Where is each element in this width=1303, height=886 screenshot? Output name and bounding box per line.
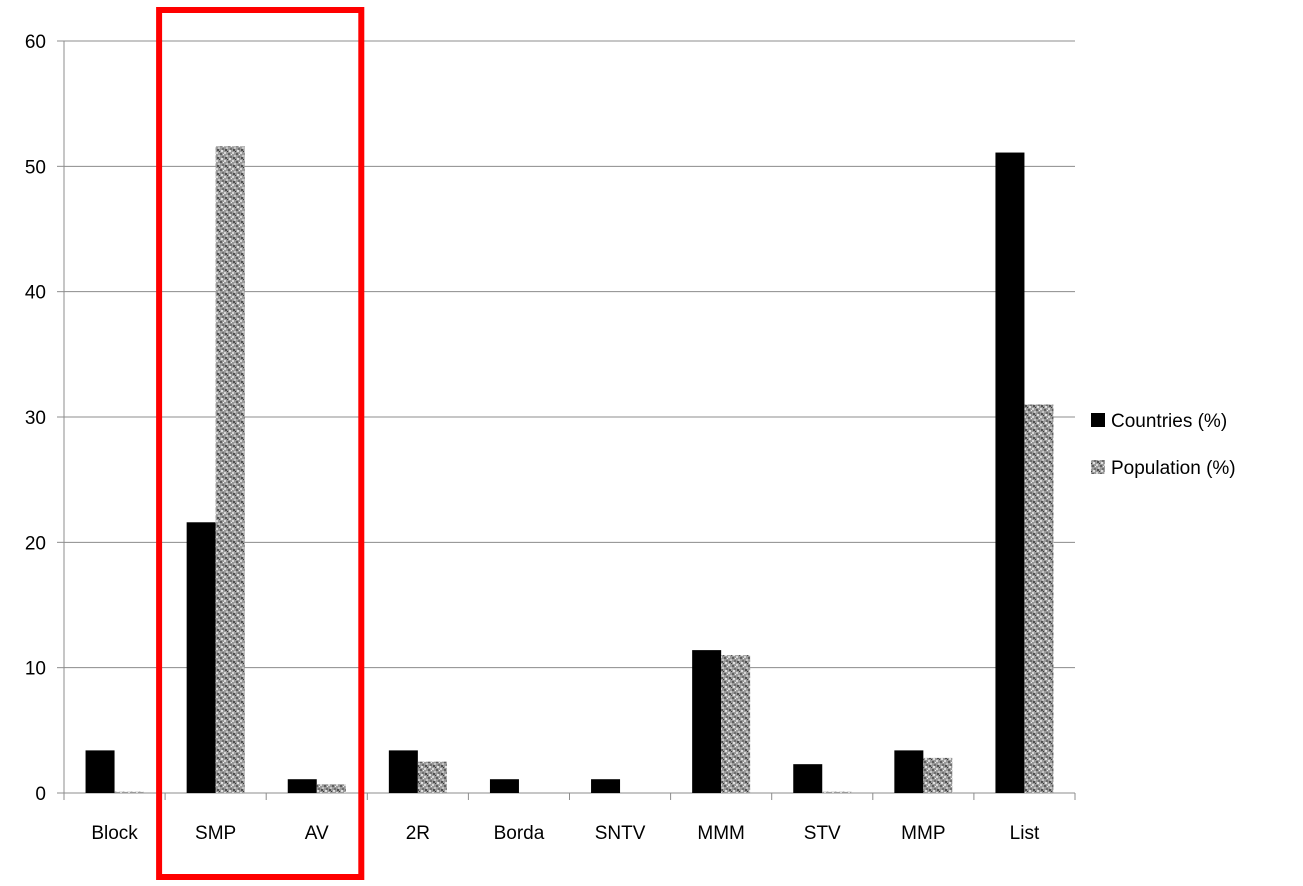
x-tick-label: MMM: [697, 823, 744, 844]
x-tick-label: SMP: [195, 823, 236, 844]
countries-bar-block: [85, 750, 115, 793]
x-tick-label: 2R: [406, 823, 430, 844]
y-tick-label: 0: [35, 784, 46, 805]
population-legend-swatch: [1091, 460, 1105, 474]
countries-bar-smp: [186, 522, 216, 793]
countries-legend-swatch: [1091, 413, 1105, 427]
y-tick-label: 20: [25, 533, 46, 554]
x-tick-label: Borda: [494, 823, 545, 844]
tick-labels: 0 10 20 30 40 50 60 Block SMP AV 2R Borda SNTV MMM STV…: [25, 32, 1040, 844]
countries-bar-borda: [489, 779, 519, 793]
population-bar-mmm: [721, 655, 751, 793]
population-bar-stv: [822, 791, 852, 793]
countries-bar-stv: [793, 764, 823, 793]
countries-bar-mmp: [894, 750, 924, 793]
countries-bar-av: [287, 779, 317, 793]
x-tick-label: AV: [305, 823, 329, 844]
legend: Countries (%) Population (%): [1091, 411, 1236, 479]
highlight-box: [156, 7, 365, 880]
bars: [85, 146, 1054, 794]
population-bar-block: [114, 791, 144, 793]
y-tick-label: 30: [25, 408, 46, 429]
population-bar-list: [1024, 404, 1054, 793]
x-tick-label: Block: [91, 823, 138, 844]
countries-bar-list: [995, 152, 1025, 794]
population-bar-mmp: [923, 757, 953, 793]
population-bar-smp: [215, 146, 245, 793]
x-tick-label: STV: [804, 823, 841, 844]
x-tick-label: SNTV: [595, 823, 646, 844]
countries-bar-2r: [388, 750, 418, 793]
x-tick-label: List: [1010, 823, 1040, 844]
population-legend-label: Population (%): [1111, 458, 1236, 479]
population-bar-av: [316, 784, 346, 793]
y-tick-label: 40: [25, 283, 46, 304]
countries-legend-label: Countries (%): [1111, 411, 1227, 432]
y-tick-label: 10: [25, 659, 46, 680]
countries-bar-mmm: [692, 650, 722, 793]
annotations: [156, 7, 365, 880]
x-tick-label: MMP: [901, 823, 945, 844]
y-tick-label: 50: [25, 157, 46, 178]
countries-bar-sntv: [591, 779, 621, 793]
y-tick-label: 60: [25, 32, 46, 53]
population-bar-2r: [417, 761, 447, 793]
